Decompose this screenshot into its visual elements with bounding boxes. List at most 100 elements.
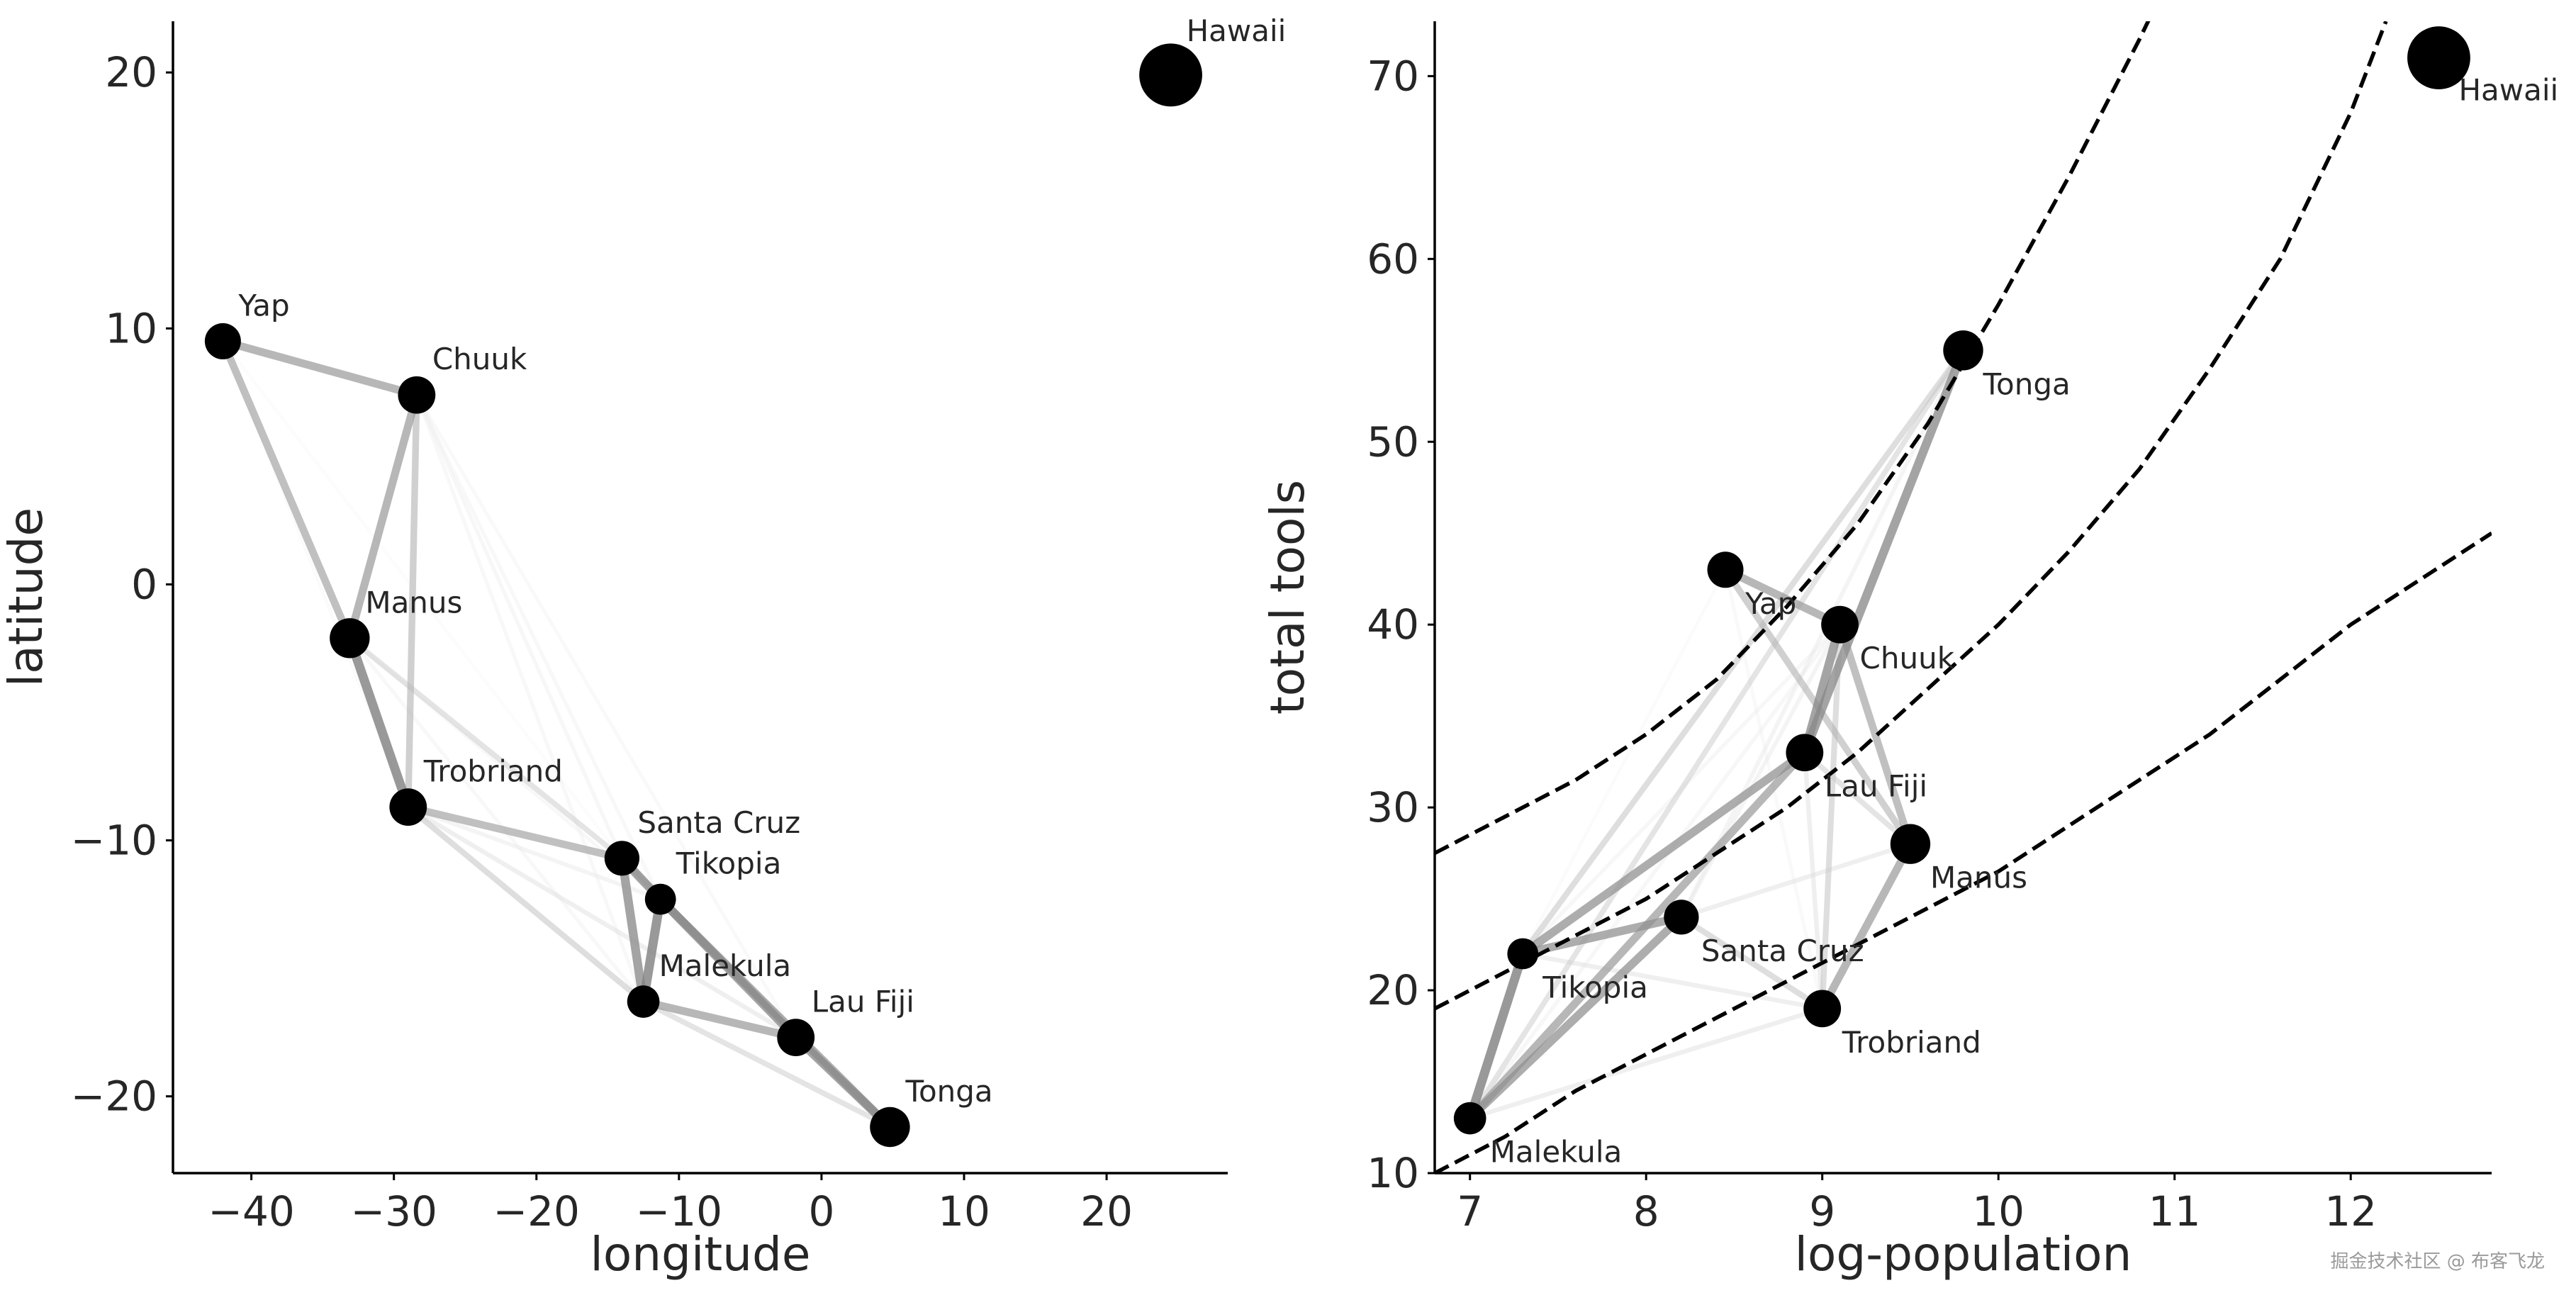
y-tick-label: 0 <box>131 560 157 608</box>
y-tick-label: 30 <box>1367 783 1419 831</box>
x-tick-label: 10 <box>938 1187 990 1235</box>
edge-yap-manus <box>219 337 354 642</box>
point-label-tikopia: Tikopia <box>1542 970 1648 1004</box>
edge-chuuk-santa-cruz <box>415 393 625 861</box>
edge-yap-santa-cruz <box>221 340 624 861</box>
point-label-santa-cruz: Santa Cruz <box>637 805 800 840</box>
edge-tonga-lau-fiji <box>1800 346 1968 757</box>
x-axis-title: log-population <box>1795 1227 2132 1282</box>
point-santa-cruz <box>1664 900 1699 935</box>
edge-chuuk-trobriand <box>1819 622 1843 1012</box>
point-label-chuuk: Chuuk <box>432 342 527 376</box>
edges-group <box>1465 346 1968 1124</box>
x-tick-label: 9 <box>1809 1187 1835 1235</box>
point-manus <box>330 618 370 659</box>
point-label-tonga: Tonga <box>905 1074 992 1109</box>
edge-chuuk-manus <box>345 391 421 642</box>
edge-trobriand-santa-cruz <box>404 803 626 863</box>
x-tick-label: 0 <box>808 1187 834 1235</box>
point-label-chuuk: Chuuk <box>1860 641 1955 676</box>
watermark-text: 掘金技术社区 @ 布客飞龙 <box>2330 1251 2545 1272</box>
point-lau-fiji <box>777 1019 815 1057</box>
x-tick-label: 7 <box>1457 1187 1483 1235</box>
edge-malekula-tonga <box>640 999 893 1130</box>
edge-chuuk-tikopia <box>415 393 663 902</box>
point-label-tonga: Tonga <box>1983 366 2071 401</box>
curve-upper <box>1435 21 2151 856</box>
point-label-trobriand: Trobriand <box>1842 1025 1981 1060</box>
plot-area <box>204 43 1202 1148</box>
point-label-santa-cruz: Santa Cruz <box>1701 934 1864 968</box>
x-tick-label: −20 <box>493 1187 580 1235</box>
edges-group <box>218 337 895 1132</box>
x-tick-label: 8 <box>1633 1187 1659 1235</box>
edge-trobriand-santa-cruz <box>1678 914 1825 1012</box>
edge-manus-trobriand <box>345 633 413 812</box>
x-tick-label: −40 <box>208 1187 294 1235</box>
point-yap <box>1707 551 1744 588</box>
edge-tikopia-lau-fiji <box>656 895 800 1042</box>
x-tick-label: 10 <box>1972 1187 2025 1235</box>
edge-santa-cruz-malekula <box>617 853 648 1007</box>
point-label-hawaii: Hawaii <box>1187 13 1287 48</box>
point-malekula <box>1453 1102 1486 1135</box>
point-santa-cruz <box>604 841 640 876</box>
point-label-malekula: Malekula <box>1490 1135 1623 1170</box>
point-label-yap: Yap <box>1745 586 1796 621</box>
point-label-manus: Manus <box>365 585 462 620</box>
x-tick-label: 20 <box>1080 1187 1133 1235</box>
edge-santa-cruz-tonga <box>1679 348 1966 919</box>
point-label-trobriand: Trobriand <box>423 754 563 789</box>
edge-chuuk-santa-cruz <box>1679 622 1842 919</box>
point-trobriand <box>389 788 427 826</box>
edge-chuuk-lau-fiji <box>415 393 798 1040</box>
point-malekula <box>627 985 660 1018</box>
point-label-tikopia: Tikopia <box>676 846 782 881</box>
y-tick-label: 10 <box>1367 1149 1419 1197</box>
edge-chuuk-malekula <box>415 393 646 1004</box>
x-tick-label: 12 <box>2324 1187 2377 1235</box>
point-hawaii <box>2407 26 2470 89</box>
edge-tikopia-malekula <box>639 895 666 1007</box>
edge-yap-chuuk <box>1721 566 1844 629</box>
edge-lau-fiji-tonga <box>791 1033 895 1132</box>
point-tikopia <box>644 883 676 915</box>
edge-trobriand-malekula <box>405 804 646 1005</box>
point-label-malekula: Malekula <box>659 948 792 983</box>
point-tonga <box>870 1106 910 1148</box>
edge-tonga-malekula <box>1467 347 1966 1121</box>
edge-trobriand-lau-fiji <box>405 805 798 1040</box>
edge-trobriand-malekula <box>1467 1006 1825 1121</box>
curve-middle <box>1435 21 2388 1011</box>
point-label-hawaii: Hawaii <box>2458 73 2558 108</box>
edge-chuuk-trobriand <box>405 391 420 811</box>
y-tick-label: 20 <box>1367 966 1419 1014</box>
edge-santa-cruz-tikopia <box>1518 912 1686 958</box>
point-label-manus: Manus <box>1930 861 2027 895</box>
edge-yap-chuuk <box>218 337 421 399</box>
edge-tikopia-malekula <box>1465 948 1528 1124</box>
edge-chuuk-malekula <box>1467 622 1842 1121</box>
point-hawaii <box>1139 43 1202 107</box>
y-tick-label: −20 <box>71 1072 157 1121</box>
curve-lower <box>1435 531 2492 1173</box>
point-chuuk <box>1821 605 1859 644</box>
left-panel-longitude-latitude: Malekula Tikopia Santa Cruz Yap Lau Fiji Trob… <box>0 13 1286 1282</box>
point-trobriand <box>1803 990 1842 1028</box>
point-label-lau-fiji: Lau Fiji <box>812 985 914 1019</box>
x-tick-label: −10 <box>636 1187 722 1235</box>
edge-malekula-lau-fiji <box>639 997 800 1042</box>
x-tick-label: 11 <box>2149 1187 2201 1235</box>
y-axis-title: total tools <box>1260 480 1315 715</box>
edge-manus-trobriand <box>1818 840 1915 1013</box>
edge-santa-cruz-malekula <box>1465 912 1686 1123</box>
point-tikopia <box>1507 938 1539 970</box>
point-lau-fiji <box>1786 734 1824 772</box>
edge-manus-lau-fiji <box>1802 749 1913 847</box>
y-tick-label: 10 <box>105 304 157 352</box>
y-tick-label: 70 <box>1367 52 1419 100</box>
right-panel-logpop-tools: Malekula Tikopia Santa Cruz Yap Lau Fiji Trob… <box>1260 21 2558 1282</box>
edge-manus-malekula <box>347 636 646 1004</box>
point-label-yap: Yap <box>237 288 289 323</box>
y-tick-label: 50 <box>1367 418 1419 466</box>
